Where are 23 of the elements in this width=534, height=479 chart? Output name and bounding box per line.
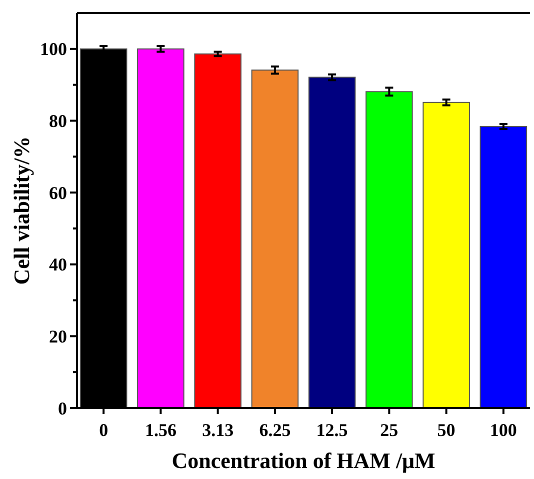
- y-tick-label: 40: [49, 254, 67, 275]
- bar: [194, 53, 242, 408]
- y-axis-title: Cell viability/%: [9, 136, 34, 285]
- y-tick-label: 0: [58, 398, 67, 418]
- y-tick-label: 20: [49, 326, 67, 346]
- bar: [366, 91, 413, 408]
- x-tick-label: 3.13: [202, 420, 234, 440]
- bar: [251, 70, 299, 408]
- x-tick-label: 12.5: [316, 420, 348, 440]
- x-tick-label: 0: [99, 420, 108, 440]
- x-tick-label: 25: [380, 420, 398, 440]
- x-tick-label: 50: [437, 420, 456, 440]
- x-tick-label: 100: [490, 420, 517, 440]
- y-tick-label: 100: [40, 39, 67, 60]
- x-axis-title: Concentration of HAM /μM: [172, 448, 436, 473]
- bar: [480, 126, 528, 408]
- x-tick-label: 1.56: [144, 420, 176, 440]
- bar: [308, 76, 356, 408]
- x-tick-label: 6.25: [259, 420, 291, 440]
- y-tick-label: 60: [49, 182, 67, 203]
- bar: [422, 102, 470, 408]
- y-tick-label: 80: [49, 111, 67, 132]
- bar: [137, 48, 184, 408]
